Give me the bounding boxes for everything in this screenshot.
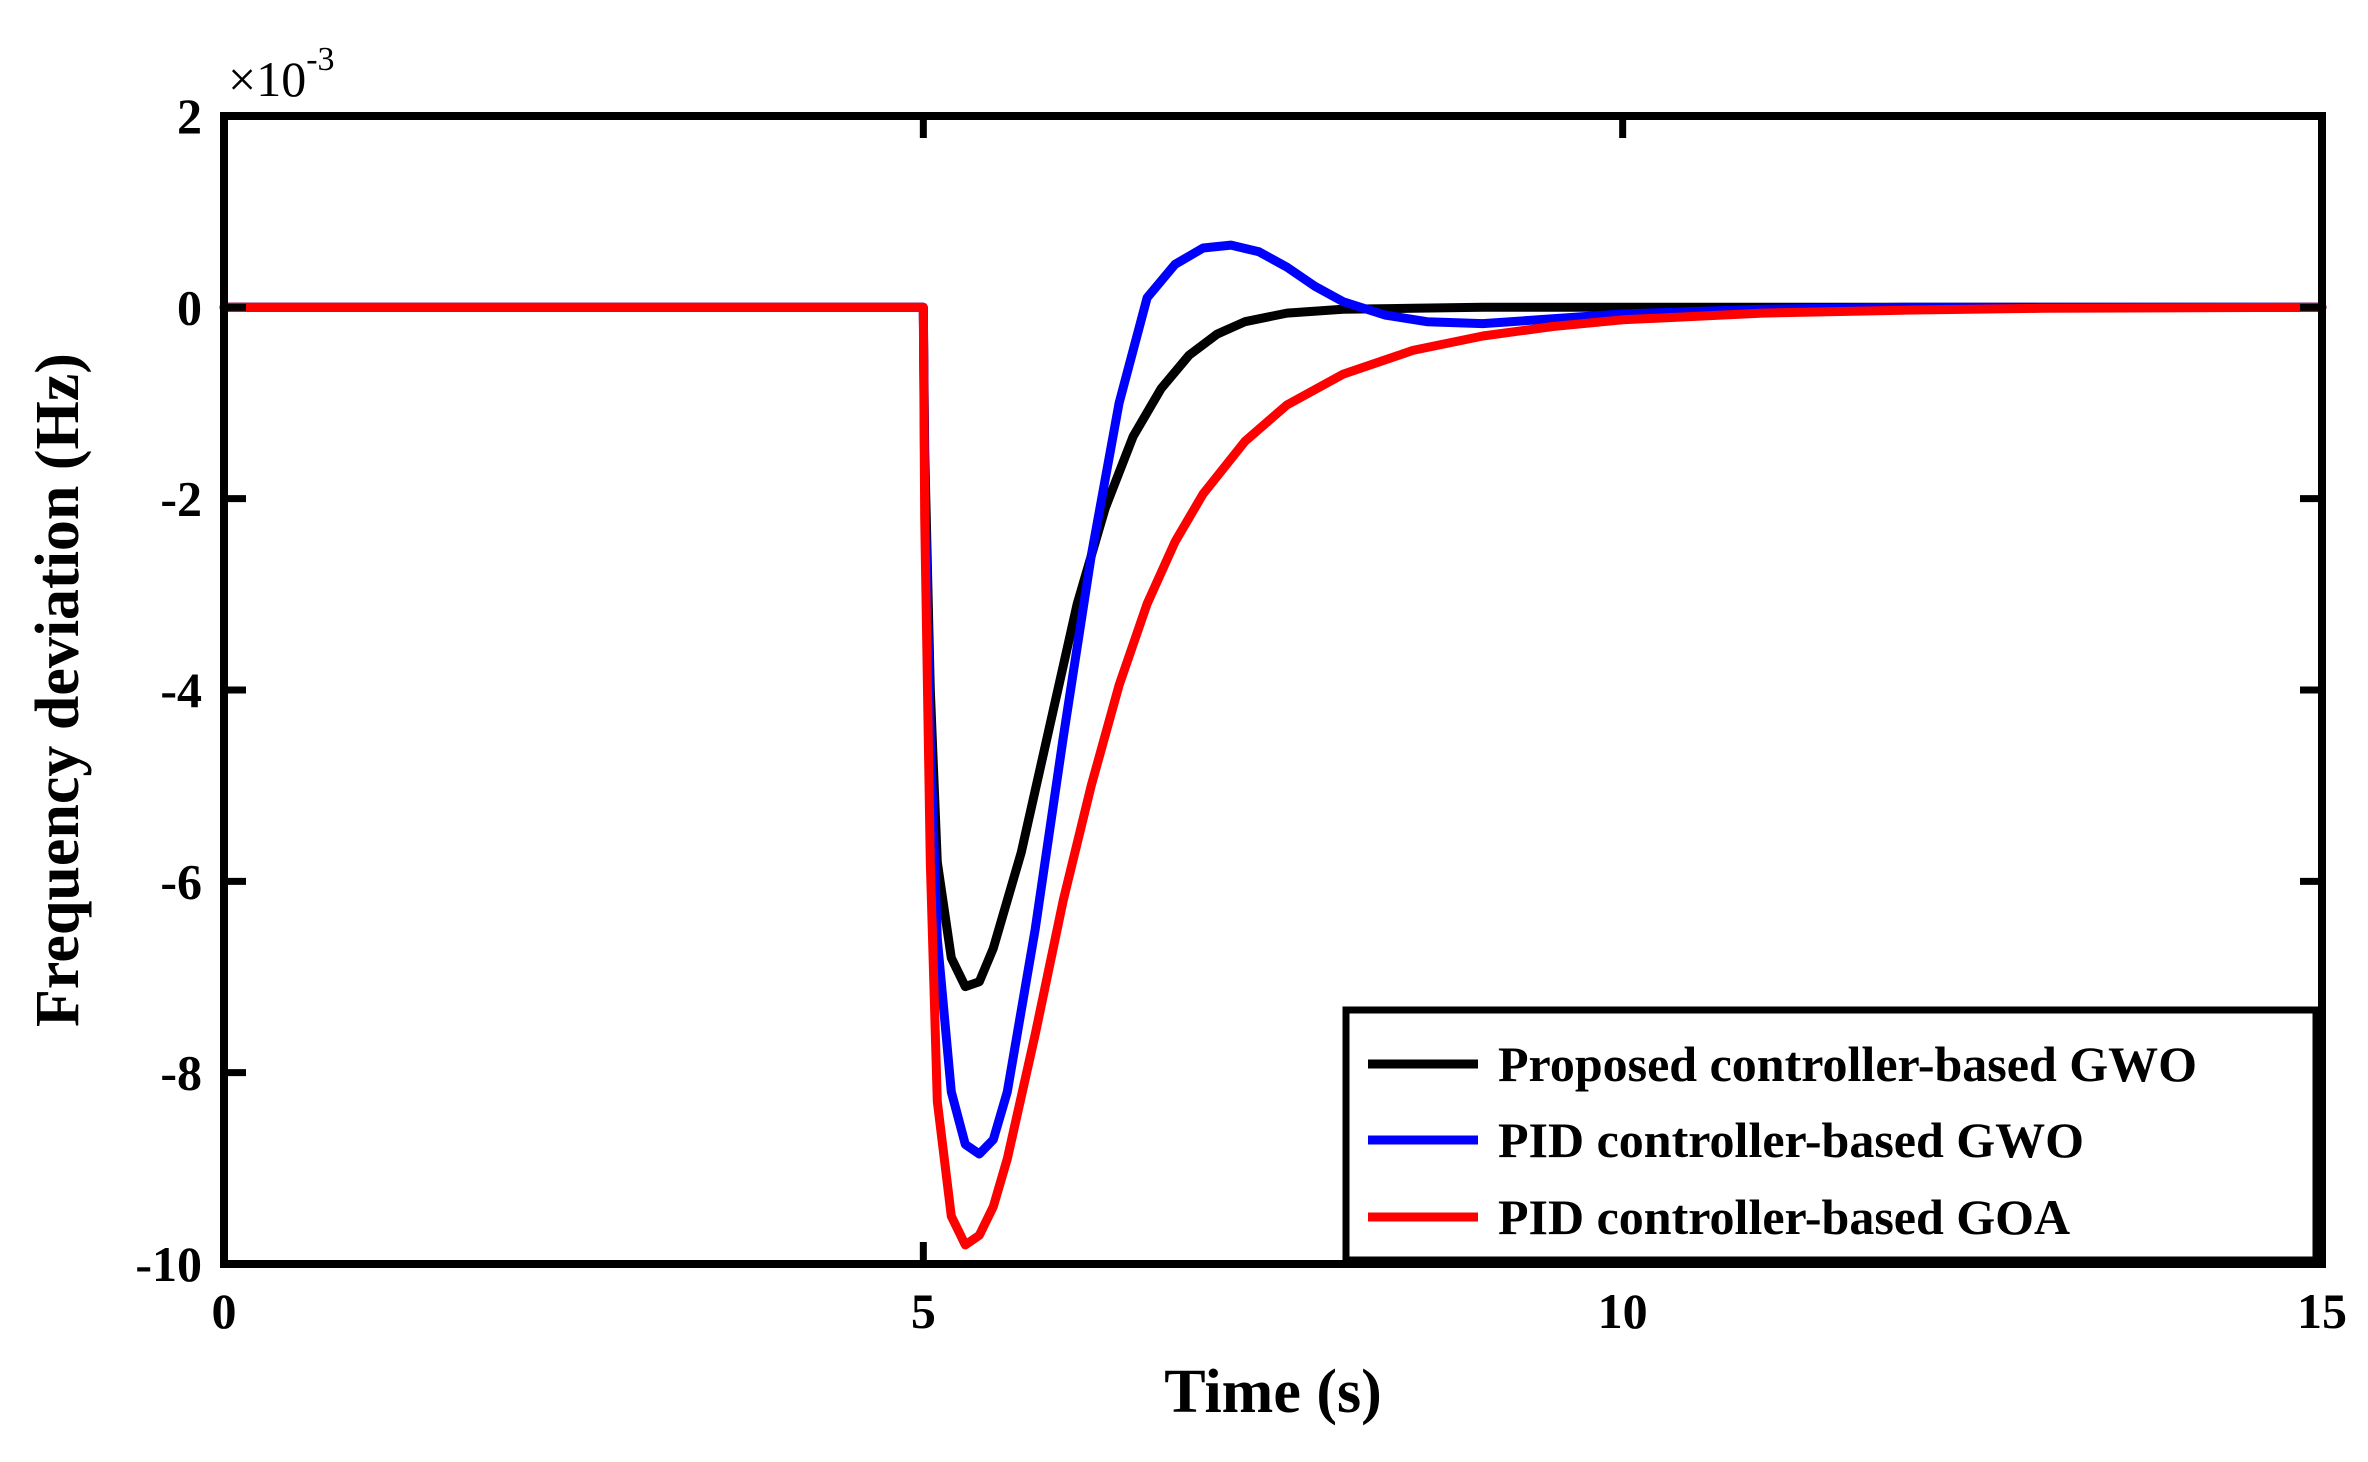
x-tick-label: 10 [1598,1283,1648,1339]
y-tick-label: -8 [160,1045,202,1101]
y-multiplier-exponent: -3 [306,41,334,78]
y-axis-title: Frequency deviation (Hz) [24,353,92,1027]
legend: Proposed controller-based GWO PID control… [1342,1006,2320,1264]
x-tick-label: 0 [212,1283,237,1339]
y-tick-label: -10 [135,1236,202,1292]
legend-label-3: PID controller-based GOA [1498,1189,2070,1245]
y-tick-label: 0 [177,279,202,335]
series-layer [219,240,2327,1250]
series-line-3 [219,302,2327,1250]
series-line-2 [219,240,2327,1159]
legend-label-2: PID controller-based GWO [1498,1112,2084,1168]
y-tick-label: -4 [160,662,202,718]
y-multiplier-label: ×10 [228,51,306,107]
legend-items: Proposed controller-based GWO PID control… [1368,1036,2197,1245]
x-axis-title: Time (s) [1164,1358,1382,1426]
x-tick-label: 15 [2297,1283,2347,1339]
y-tick-label: 2 [177,88,202,144]
tick-layer [220,112,2326,1268]
legend-box [1342,1006,2320,1264]
y-multiplier: ×10-3 [228,41,335,107]
legend-label-1: Proposed controller-based GWO [1498,1036,2197,1092]
y-tick-label: -6 [160,853,202,909]
y-tick-label: -2 [160,471,202,527]
x-tick-label: 5 [911,1283,936,1339]
